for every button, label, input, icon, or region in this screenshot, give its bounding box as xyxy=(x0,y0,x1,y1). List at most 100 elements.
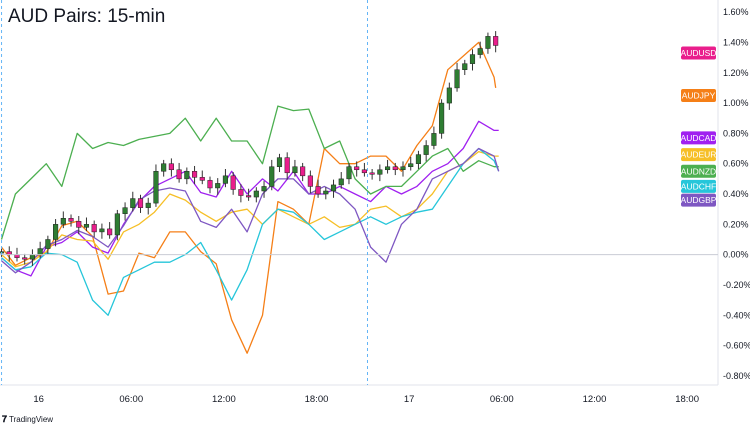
series-line-audnzd xyxy=(0,105,499,240)
x-tick-label: 18:00 xyxy=(675,394,699,405)
series-lines xyxy=(0,41,500,354)
legend-tag-audgbp: AUDGBP xyxy=(681,193,717,207)
x-tick-label: 06:00 xyxy=(490,394,514,405)
y-tick-label: -0.20% xyxy=(723,280,750,290)
candle-body xyxy=(222,175,229,184)
candle-body xyxy=(361,169,367,174)
legend-tag-bg xyxy=(681,148,716,162)
brand-label: TradingView xyxy=(9,415,54,424)
candle-body xyxy=(307,175,313,187)
legend-tag-bg xyxy=(681,164,716,178)
legend-tag-audjpy: AUDJPY xyxy=(681,88,716,102)
candle-body xyxy=(230,175,236,190)
candle-body xyxy=(315,186,321,195)
candle-body xyxy=(145,202,151,208)
candle-body xyxy=(246,195,252,198)
candle-body xyxy=(415,154,422,164)
series-line-audeur xyxy=(1,150,499,268)
legend-tag-label: AUDCAD xyxy=(681,133,717,143)
candle-body xyxy=(493,36,499,46)
footer: 𝟕 TradingView xyxy=(2,414,53,425)
candle-body xyxy=(469,54,476,64)
x-tick-label: 16 xyxy=(33,394,44,405)
x-tick-label: 17 xyxy=(404,394,415,405)
y-tick-label: 1.60% xyxy=(723,7,749,17)
candle-body xyxy=(68,218,74,222)
legend-tag-audnzd: AUDNZD xyxy=(681,164,716,178)
candle-body xyxy=(153,171,159,204)
legend-tag-label: AUDGBP xyxy=(681,195,717,205)
y-tick-label: 0.00% xyxy=(723,250,749,260)
candle-body xyxy=(477,48,483,55)
candle-body xyxy=(300,166,306,177)
candle-body xyxy=(354,166,360,171)
candle-body xyxy=(253,190,259,198)
legend-tag-label: AUDJPY xyxy=(682,90,716,100)
series-line-audgbp xyxy=(1,147,500,274)
axes: 1.60% 1.40% 1.20% 1.00% 0.80% 0.60% 0.40% 0.20%… xyxy=(0,0,750,405)
candle-body xyxy=(184,171,190,180)
legend-tag-audusd: AUDUSD xyxy=(681,46,717,60)
candle-body xyxy=(114,213,120,236)
candle-body xyxy=(91,224,97,233)
candle-body xyxy=(446,87,452,104)
candle-body xyxy=(384,166,391,171)
candle-body xyxy=(439,102,445,134)
legend-tag-bg xyxy=(681,179,716,193)
candle-body xyxy=(346,166,352,180)
candle-body xyxy=(462,63,468,70)
candle-body xyxy=(215,183,221,189)
legend-tag-label: AUDUSD xyxy=(681,48,717,58)
y-tick-label: -0.60% xyxy=(723,341,750,351)
legend-tags: AUDUSD AUDJPY AUDCAD AUDEUR AUDNZD AUDCHF AUDG… xyxy=(681,46,717,207)
tradingview-logo-icon: 𝟕 xyxy=(2,414,7,424)
candle-body xyxy=(137,198,144,208)
candle-body xyxy=(423,145,429,155)
candle-body xyxy=(276,157,283,167)
legend-tag-bg xyxy=(681,131,716,145)
legend-tag-label: AUDNZD xyxy=(681,166,716,176)
candle-body xyxy=(60,218,66,225)
candle-body xyxy=(284,157,290,174)
chart-title: AUD Pairs: 15-min xyxy=(8,6,166,27)
candle-body xyxy=(176,169,182,180)
candle-body xyxy=(238,189,244,196)
candle-body xyxy=(261,186,267,192)
y-tick-label: 1.40% xyxy=(723,37,749,47)
candle-body xyxy=(22,257,28,260)
candle-body xyxy=(431,133,437,146)
legend-tag-bg xyxy=(681,193,716,207)
series-line-audchf xyxy=(1,147,500,316)
y-tick-label: -0.80% xyxy=(723,371,750,381)
candle-body xyxy=(369,172,375,175)
candle-body xyxy=(29,254,35,260)
candle-body xyxy=(408,163,414,167)
series-line-audcad xyxy=(1,120,499,277)
x-tick-label: 18:00 xyxy=(305,394,329,405)
legend-tag-label: AUDEUR xyxy=(681,150,717,160)
x-tick-label: 12:00 xyxy=(583,394,607,405)
legend-tag-label: AUDCHF xyxy=(681,181,716,191)
candle-body xyxy=(377,169,383,175)
candle-body xyxy=(338,178,344,186)
series-line-audjpy xyxy=(0,41,497,354)
candle-body xyxy=(122,207,128,214)
legend-tag-bg xyxy=(681,46,716,60)
candle-body xyxy=(191,171,198,178)
candle-body xyxy=(83,224,90,228)
legend-tag-audcad: AUDCAD xyxy=(681,131,717,145)
y-tick-label: 0.60% xyxy=(723,159,749,169)
y-tick-label: 0.40% xyxy=(723,189,749,199)
legend-tag-bg xyxy=(681,88,716,102)
candle-body xyxy=(161,163,167,172)
candle-body xyxy=(454,69,460,89)
y-tick-label: -0.40% xyxy=(723,310,750,320)
legend-tag-audeur: AUDEUR xyxy=(681,148,717,162)
candle-body xyxy=(330,184,337,192)
candle-body xyxy=(207,180,213,189)
candle-body xyxy=(323,190,329,195)
candle-body xyxy=(130,198,136,208)
legend-tag-audchf: AUDCHF xyxy=(681,179,716,193)
y-tick-label: 1.00% xyxy=(723,98,749,108)
